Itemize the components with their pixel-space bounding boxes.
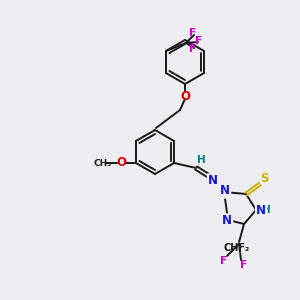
Text: H: H	[197, 155, 206, 165]
Text: F: F	[195, 36, 203, 46]
Text: F: F	[220, 256, 228, 266]
Text: F: F	[241, 260, 248, 270]
Text: F: F	[189, 28, 197, 38]
Text: N: N	[222, 214, 232, 227]
Text: N: N	[209, 173, 219, 187]
Text: O: O	[180, 89, 190, 103]
Text: CHF₂: CHF₂	[224, 243, 250, 253]
Text: F: F	[189, 44, 197, 54]
Text: S: S	[260, 172, 268, 185]
Text: CH₃: CH₃	[94, 158, 112, 167]
Text: H: H	[262, 205, 270, 215]
Text: N: N	[256, 203, 266, 217]
Text: O: O	[116, 157, 126, 169]
Text: N: N	[208, 175, 218, 188]
Text: N: N	[220, 184, 230, 197]
